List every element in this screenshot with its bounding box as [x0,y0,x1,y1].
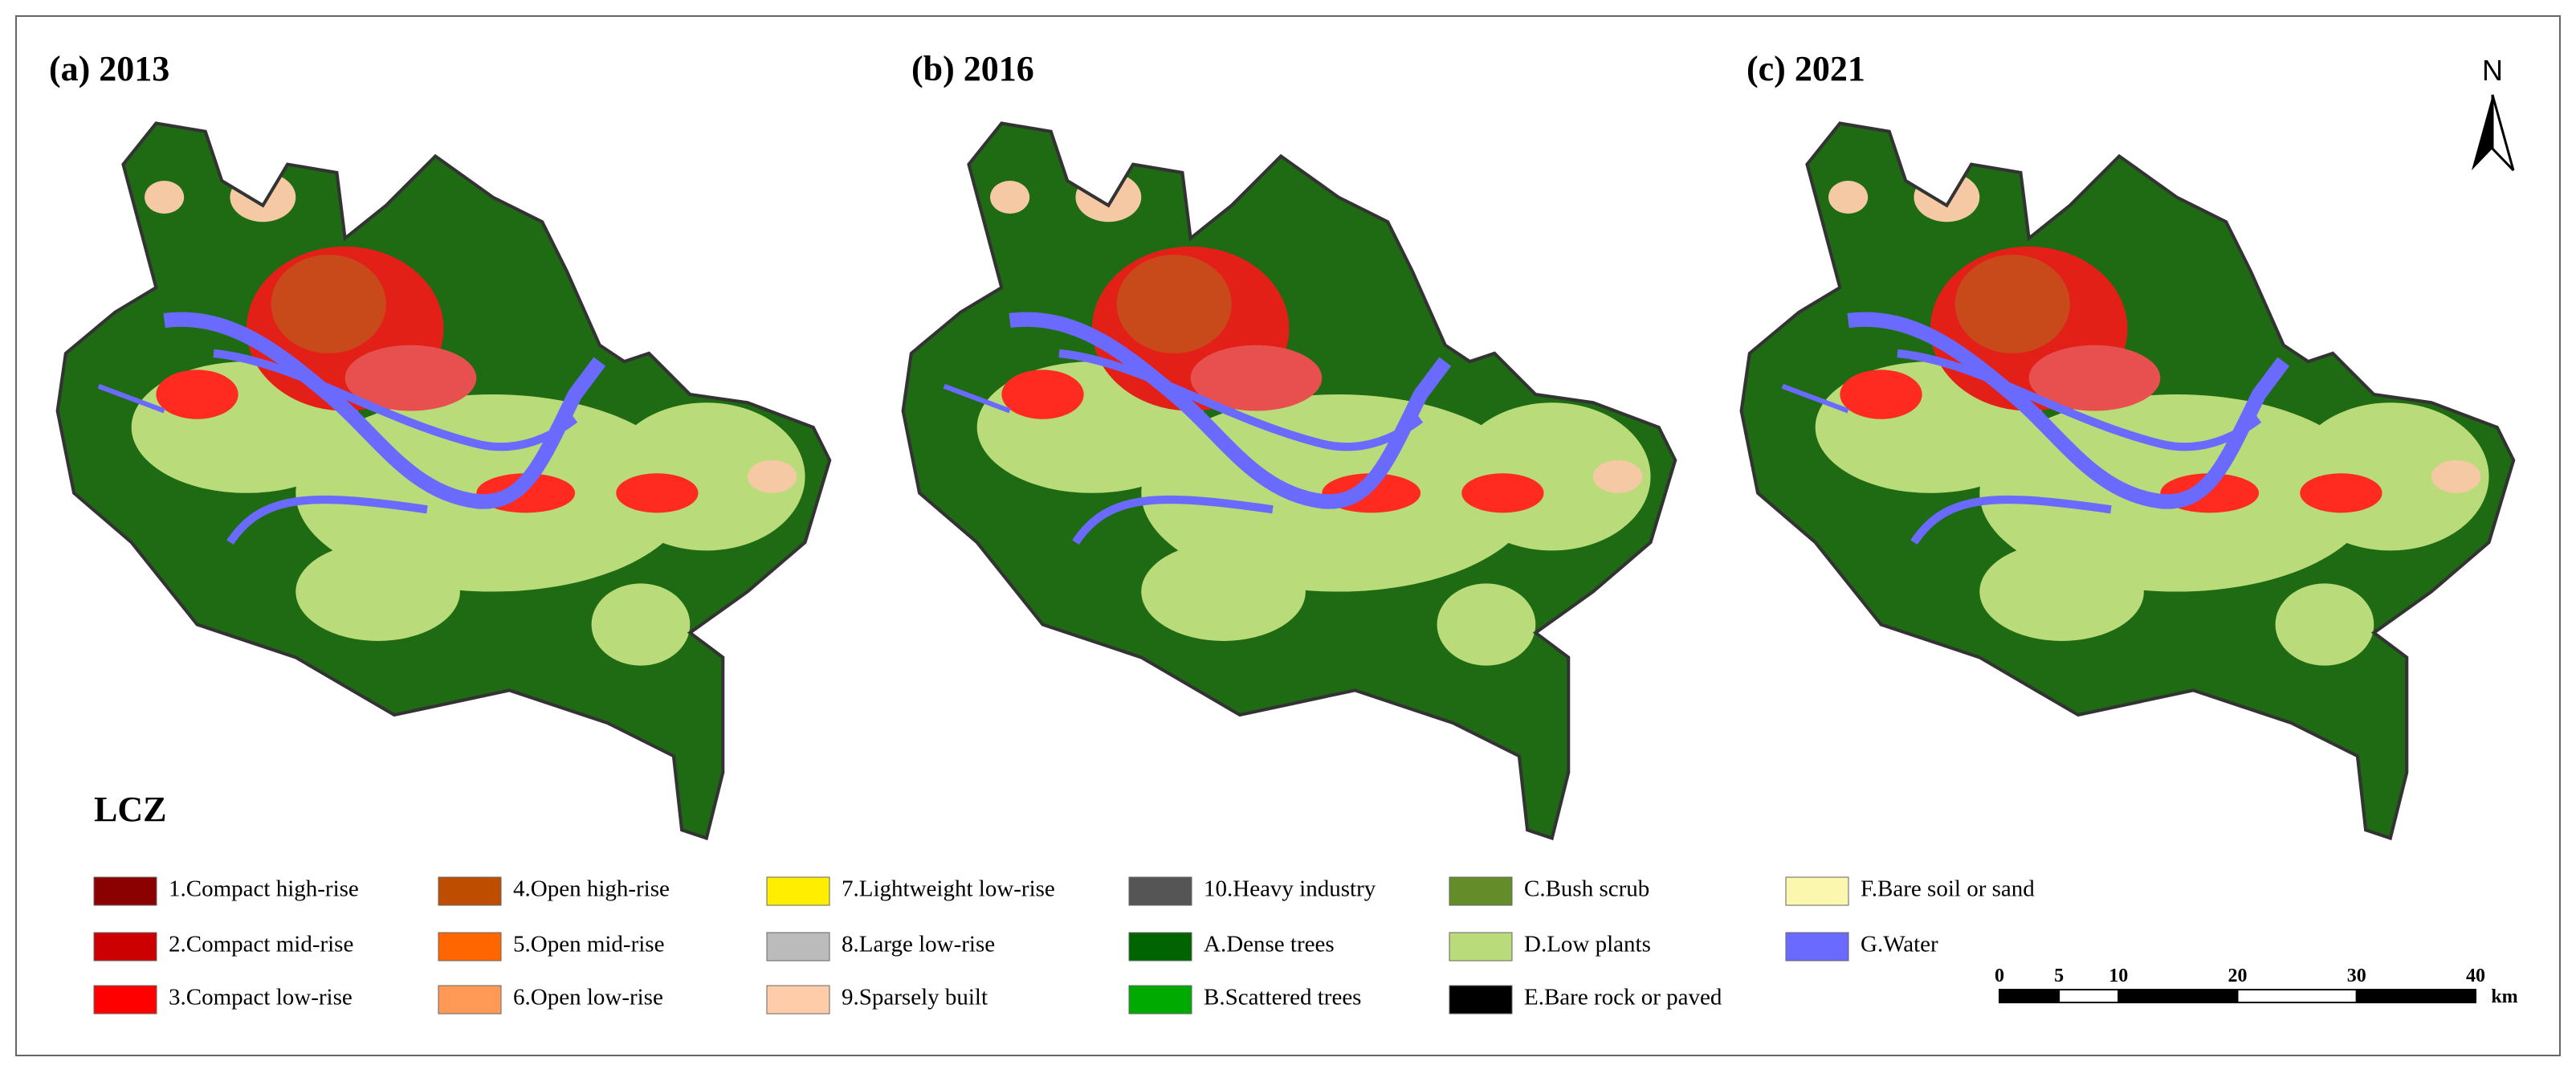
legend-swatch [1128,876,1192,906]
arrow-right [2491,94,2515,172]
scale-tick-label: 30 [2347,966,2366,986]
legend-swatch [1785,932,1849,962]
panel-title: (c) 2021 [1747,49,1865,88]
legend-label: E.Bare rock or paved [1524,985,1722,1011]
panel-title: (a) 2013 [49,49,169,88]
scale-bar: 0 5 10 20 30 40 km [1995,966,2518,1007]
legend-swatch [438,985,502,1015]
legend-swatch [438,932,502,962]
legend-label: 7.Lightweight low-rise [842,876,1055,902]
scale-tick-label: 5 [2054,966,2064,986]
legend-swatch [93,876,157,906]
scale-tick-label: 0 [1995,966,2004,986]
legend-swatch [93,932,157,962]
north-arrow: N [2472,54,2515,172]
legend-label: 8.Large low-rise [842,932,995,957]
scale-segment [1999,989,2060,1003]
legend-label: F.Bare soil or sand [1861,876,2035,902]
legend-label: 9.Sparsely built [842,985,988,1011]
lcz-map [58,123,830,838]
legend-swatch [1128,932,1192,962]
legend-swatch [766,932,830,962]
legend-label: D.Low plants [1524,932,1651,957]
panel-title: (b) 2016 [911,49,1034,88]
legend-label: 2.Compact mid-rise [169,932,353,957]
legend-label: 10.Heavy industry [1204,876,1376,902]
legend-title: LCZ [94,790,166,829]
panels: (a) 2013 (b) 2016 (c) 2021 [49,49,2513,838]
north-label: N [2482,54,2503,87]
frame [15,15,2561,1056]
legend-label: 1.Compact high-rise [169,876,359,902]
legend-label: A.Dense trees [1204,932,1335,957]
lcz-map [903,123,1676,838]
scale-tick-label: 20 [2228,966,2248,986]
arrow-left [2472,95,2492,170]
legend-swatch [1449,985,1513,1015]
scale-segment [2236,989,2358,1003]
legend-swatch [1128,985,1192,1015]
legend-swatch [93,985,157,1015]
legend-swatch [766,985,830,1015]
lcz-map [1742,123,2514,838]
scale-segment [2355,989,2476,1003]
legend-label: G.Water [1861,932,1938,957]
scale-tick-label: 40 [2466,966,2485,986]
scale-tick-label: 10 [2109,966,2128,986]
scale-unit: km [2491,986,2517,1007]
legend-label: C.Bush scrub [1524,876,1649,902]
legend-swatch [1785,876,1849,906]
legend-label: 5.Open mid-rise [513,932,664,957]
legend-label: 6.Open low-rise [513,985,663,1011]
legend-swatch [1449,876,1513,906]
legend-swatch [766,876,830,906]
legend-swatch [438,876,502,906]
legend: 1.Compact high-rise 2.Compact mid-rise 3.C… [93,876,2035,1015]
scale-segment [2117,989,2239,1003]
legend-label: B.Scattered trees [1204,985,1361,1011]
legend-label: 3.Compact low-rise [169,985,353,1011]
legend-swatch [1449,932,1513,962]
legend-label: 4.Open high-rise [513,876,670,902]
scale-segment [2058,989,2120,1003]
